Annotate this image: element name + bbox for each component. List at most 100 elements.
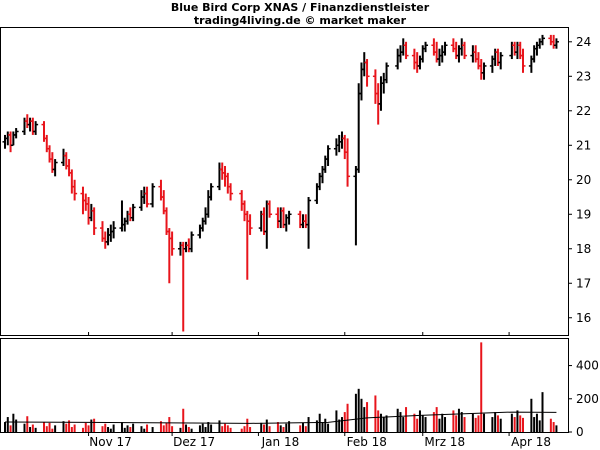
y-tick-label: 22: [576, 104, 591, 118]
ohlc-bar: [13, 128, 19, 139]
ohlc-bar: [111, 221, 117, 239]
ohlc-bar: [66, 159, 72, 177]
ohlc-bar: [540, 34, 546, 46]
ohlc-bar: [517, 41, 523, 60]
ohlc-bar: [180, 241, 186, 332]
ohlc-bar: [8, 131, 14, 153]
ohlc-bar: [203, 207, 209, 225]
volume-y-axis: 0 200 400: [568, 359, 599, 439]
ohlc-bar: [423, 41, 429, 53]
ohlc-bar: [102, 231, 108, 249]
ohlc-bar: [225, 172, 231, 194]
ohlc-bar: [205, 190, 211, 218]
ohlc-bar: [417, 55, 423, 70]
ohlc-bar: [342, 134, 348, 160]
ohlc-bar: [442, 41, 448, 56]
ohlc-bar: [208, 183, 214, 201]
ohlc-bar: [336, 134, 342, 153]
y-tick-label: 21: [576, 138, 591, 152]
x-axis: Nov 17 Dez 17 Jan 18 Feb 18 Mrz 18 Apr 18: [88, 332, 551, 449]
ohlc-bar: [400, 38, 406, 56]
ohlc-bar: [60, 148, 66, 166]
price-y-axis: 16 17 18 19 20 21 22 23 24: [568, 35, 591, 325]
ohlc-bar: [520, 48, 526, 73]
ohlc-bar: [24, 114, 30, 129]
x-tick-label: Jan 18: [261, 435, 300, 449]
ohlc-bar: [69, 169, 75, 194]
ohlc-bar: [239, 190, 245, 211]
ohlc-bar: [216, 162, 222, 191]
ohlc-bar: [247, 214, 253, 235]
ohlc-bar: [325, 145, 331, 166]
ohlc-bar: [105, 228, 111, 246]
ohlc-bar: [531, 45, 537, 63]
ohlc-bar: [456, 45, 462, 63]
x-tick-label: Dez 17: [173, 435, 215, 449]
ohlc-bar: [286, 210, 292, 225]
ohlc-bar: [33, 121, 39, 135]
ohlc-bar: [353, 165, 359, 246]
chart-title: Blue Bird Corp XNAS / Finanzdienstleiste…: [171, 1, 430, 14]
ohlc-bar: [219, 162, 225, 180]
ohlc-bar: [475, 52, 481, 70]
ohlc-bar: [414, 52, 420, 73]
ohlc-bar: [83, 193, 89, 211]
ohlc-bar: [27, 117, 33, 132]
ohlc-bar: [381, 72, 387, 94]
ohlc-bar: [267, 200, 273, 218]
ohlc-bar: [86, 197, 92, 225]
ohlc-bar: [528, 55, 534, 73]
ohlc-bar: [189, 231, 195, 253]
y-tick-label: 16: [576, 311, 591, 325]
ohlc-bar: [186, 238, 192, 253]
ohlc-bar: [303, 214, 309, 229]
ohlc-bar: [10, 131, 16, 147]
ohlc-bar: [403, 41, 409, 60]
ohlc-bar: [512, 41, 518, 56]
ohlc-bar: [473, 45, 479, 63]
ohlc-bar: [306, 197, 312, 249]
ohlc-bar: [372, 69, 378, 104]
ohlc-bar: [5, 131, 11, 146]
volume-tick-label: 0: [576, 425, 584, 439]
x-tick-label: Apr 18: [511, 435, 551, 449]
ohlc-bar: [534, 41, 540, 56]
ohlc-bar: [509, 41, 515, 60]
ohlc-bar: [439, 45, 445, 63]
ohlc-bar: [125, 210, 131, 225]
ohlc-bar: [317, 172, 323, 191]
ohlc-bar: [183, 241, 189, 253]
ohlc-bar: [436, 48, 442, 66]
y-tick-label: 17: [576, 276, 591, 290]
ohlc-bar: [495, 48, 501, 66]
ohlc-bar: [384, 62, 390, 84]
ohlc-bar: [481, 62, 487, 80]
ohlc-bar: [489, 55, 495, 73]
ohlc-bar: [453, 41, 459, 60]
ohlc-bar: [127, 207, 133, 222]
ohlc-bar: [138, 190, 144, 211]
x-tick-label: Mrz 18: [424, 435, 465, 449]
ohlc-bar: [470, 45, 476, 63]
ohlc-bar: [395, 48, 401, 70]
ohlc-bar: [548, 34, 554, 46]
ohlc-bar: [242, 200, 248, 222]
x-tick-label: Feb 18: [347, 435, 387, 449]
ohlc-bar: [322, 155, 328, 173]
ohlc-bar: [339, 131, 345, 149]
ohlc-bar: [431, 38, 437, 56]
ohlc-bar: [378, 76, 384, 111]
ohlc-bar: [397, 45, 403, 63]
ohlc-bar: [63, 152, 69, 170]
ohlc-bar: [462, 41, 468, 60]
ohlc-bar: [169, 231, 175, 256]
y-tick-label: 18: [576, 242, 591, 256]
ohlc-bar: [177, 241, 183, 256]
price-panel-frame: [0, 27, 569, 336]
y-tick-label: 20: [576, 173, 591, 187]
ohlc-bar: [122, 217, 128, 232]
ohlc-bar: [88, 203, 94, 222]
volume-bars: [4, 342, 558, 432]
y-tick-label: 23: [576, 69, 591, 83]
